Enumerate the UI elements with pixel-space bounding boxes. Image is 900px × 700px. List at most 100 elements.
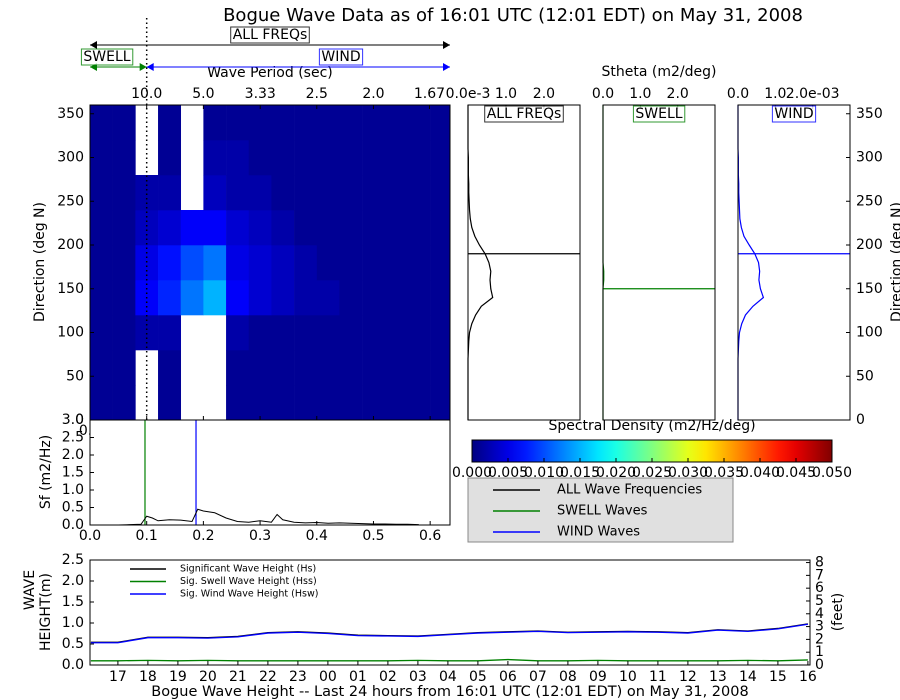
heatmap-cell bbox=[158, 315, 182, 351]
heatmap-cell bbox=[294, 105, 318, 141]
heatmap-cell bbox=[135, 315, 159, 351]
heatmap-cell bbox=[362, 245, 386, 281]
heatmap-cell bbox=[407, 105, 431, 141]
colorbar-label: Spectral Density (m2/Hz/deg) bbox=[548, 418, 755, 434]
band-arrow-head bbox=[139, 63, 147, 71]
heatmap-cell bbox=[248, 385, 272, 421]
heatmap-cell bbox=[271, 280, 295, 316]
heatmap-cell bbox=[90, 245, 113, 281]
y-tick-label: 1.5 bbox=[62, 594, 84, 610]
heatmap-cell bbox=[271, 210, 295, 246]
heatmap-cell bbox=[362, 140, 386, 176]
heatmap-cell bbox=[135, 245, 159, 281]
x-tick-label: 1.0 bbox=[495, 86, 517, 102]
heatmap-cell bbox=[226, 315, 250, 351]
heatmap-cell bbox=[384, 105, 408, 141]
x-tick-label: 0.030 bbox=[668, 465, 708, 481]
heatmap-cell bbox=[112, 175, 136, 211]
heatmap-cell bbox=[248, 280, 272, 316]
panel-label: SWELL bbox=[635, 106, 682, 122]
band-label: ALL FREQs bbox=[233, 27, 308, 43]
x-tick-label: 08 bbox=[559, 669, 577, 685]
heatmap-cell bbox=[112, 210, 136, 246]
heatmap-cell bbox=[203, 175, 227, 211]
x-tick-label: 21 bbox=[229, 669, 247, 685]
x-tick-label: 2.0 bbox=[362, 86, 384, 102]
x-tick-label: 01 bbox=[349, 669, 367, 685]
x-tick-label: 17 bbox=[109, 669, 127, 685]
x-tick-label: 0.005 bbox=[488, 465, 528, 481]
x-tick-label: 0.050 bbox=[812, 465, 852, 481]
x-tick-label: 19 bbox=[169, 669, 187, 685]
heatmap-cell bbox=[362, 315, 386, 351]
panel-frame bbox=[737, 104, 851, 421]
y-tick-label: 3.0 bbox=[62, 412, 84, 428]
heatmap-cell bbox=[294, 140, 318, 176]
series-line bbox=[90, 623, 808, 644]
x-tick-label: 16 bbox=[799, 669, 817, 685]
band-label-box bbox=[230, 26, 310, 44]
y-tick-label: 0.0 bbox=[62, 657, 84, 673]
heatmap-cell bbox=[203, 105, 227, 141]
heatmap-cell bbox=[430, 105, 451, 141]
x-tick-label: 0.0 bbox=[79, 528, 101, 544]
heatmap-cell bbox=[407, 245, 431, 281]
y-tick-label: 350 bbox=[856, 106, 883, 122]
heatmap-cell bbox=[316, 350, 340, 386]
heatmap-cell bbox=[271, 315, 295, 351]
panel-frame bbox=[467, 104, 581, 421]
heatmap-cell bbox=[316, 280, 340, 316]
heatmap-cell bbox=[90, 210, 113, 246]
y-axis-label: Direction (deg N) bbox=[32, 202, 48, 322]
band-arrow-head bbox=[146, 63, 154, 71]
heatmap-cell bbox=[430, 350, 451, 386]
x-tick-label: 3.33 bbox=[245, 86, 276, 102]
heatmap-cell bbox=[294, 280, 318, 316]
heatmap-cell bbox=[90, 105, 113, 141]
y-tick-label: 300 bbox=[57, 150, 84, 166]
heatmap-cell bbox=[339, 385, 363, 421]
y-tick-label: 100 bbox=[856, 325, 883, 341]
heatmap-cell bbox=[430, 210, 451, 246]
heatmap-cell bbox=[158, 210, 182, 246]
heatmap-cell bbox=[271, 385, 295, 421]
x-tick-label: 11 bbox=[649, 669, 667, 685]
heatmap-cell bbox=[407, 315, 431, 351]
panel-label-box bbox=[771, 105, 817, 123]
heatmap-cell bbox=[226, 385, 250, 421]
heatmap-cell bbox=[226, 140, 250, 176]
heatmap-cell bbox=[158, 245, 182, 281]
plot-background bbox=[90, 560, 810, 665]
heatmap-cell bbox=[430, 385, 451, 421]
heatmap-cell bbox=[158, 140, 182, 176]
panel-frame bbox=[602, 104, 716, 421]
legend-label: Sig. Swell Wave Height (Hss) bbox=[180, 576, 317, 587]
heatmap-cell bbox=[384, 175, 408, 211]
x-tick-label: 14 bbox=[739, 669, 757, 685]
heatmap-cell bbox=[90, 315, 113, 351]
heatmap-cell bbox=[248, 105, 272, 141]
y-tick-label: 2 bbox=[815, 631, 824, 647]
heatmap-cell bbox=[362, 385, 386, 421]
heatmap-cell bbox=[180, 245, 204, 281]
x-tick-label: 00 bbox=[319, 669, 337, 685]
heatmap-cell bbox=[384, 245, 408, 281]
heatmap-cell bbox=[90, 175, 113, 211]
x-tick-label: 12 bbox=[679, 669, 697, 685]
heatmap-cell bbox=[407, 210, 431, 246]
x-tick-label: 0.1 bbox=[136, 528, 158, 544]
y-axis-label: HEIGHT(m) bbox=[38, 573, 54, 651]
heatmap-cell bbox=[248, 350, 272, 386]
heatmap-cell bbox=[226, 245, 250, 281]
legend-box bbox=[467, 477, 734, 543]
y-tick-label: 0 bbox=[856, 412, 865, 428]
y-tick-label: 8 bbox=[815, 555, 824, 571]
plot-background bbox=[90, 420, 450, 525]
heatmap-cell bbox=[226, 105, 250, 141]
y-tick-label: 1 bbox=[815, 644, 824, 660]
panel-background bbox=[468, 105, 580, 420]
heatmap-cell bbox=[271, 140, 295, 176]
heatmap-cell bbox=[362, 280, 386, 316]
